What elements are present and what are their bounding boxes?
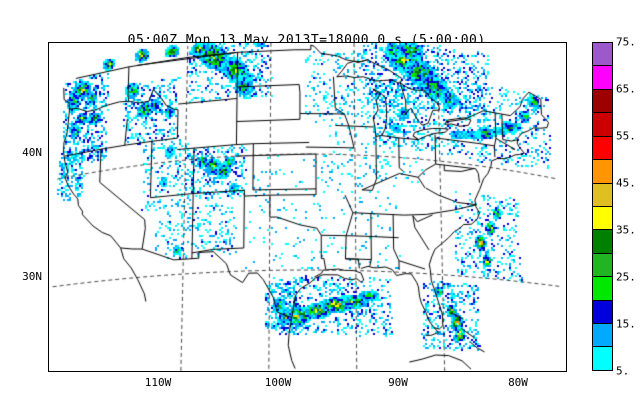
- lon-tick-100w: 100W: [264, 376, 292, 389]
- lat-tick-30n: 30N: [22, 270, 42, 283]
- colorbar-segment-65-70: [593, 66, 612, 90]
- lon-tick-90w: 90W: [388, 376, 408, 389]
- colorbar-segment-70-75: [593, 43, 612, 67]
- reflectivity-colorbar: [592, 42, 613, 371]
- colorbar-segment-30-35: [593, 230, 612, 254]
- colorbar-segment-10-15: [593, 324, 612, 348]
- reflectivity-map-canvas: [49, 43, 566, 371]
- colorbar-segment-50-55: [593, 136, 612, 161]
- colorbar-tick-65: 65.: [616, 82, 636, 96]
- colorbar-tick-35: 35.: [616, 223, 636, 237]
- colorbar-segment-5-10: [593, 347, 612, 370]
- colorbar-tick-25: 25.: [616, 270, 636, 284]
- lat-tick-40n: 40N: [22, 146, 42, 159]
- lon-tick-80w: 80W: [508, 376, 528, 389]
- lon-tick-110w: 110W: [144, 376, 172, 389]
- colorbar-segment-60-65: [593, 89, 612, 114]
- colorbar-segment-25-30: [593, 253, 612, 278]
- colorbar-tick-45: 45.: [616, 176, 636, 190]
- colorbar-tick-15: 15.: [616, 317, 636, 331]
- colorbar-tick-55: 55.: [616, 129, 636, 143]
- colorbar-segment-15-20: [593, 300, 612, 325]
- map-panel: [48, 42, 567, 372]
- colorbar-segment-40-45: [593, 183, 612, 207]
- colorbar-tick-5: 5.: [616, 364, 630, 378]
- colorbar-segment-55-60: [593, 113, 612, 137]
- colorbar-segment-20-25: [593, 277, 612, 301]
- colorbar-segment-45-50: [593, 160, 612, 184]
- colorbar-segment-35-40: [593, 206, 612, 231]
- colorbar-tick-75: 75.: [616, 35, 636, 49]
